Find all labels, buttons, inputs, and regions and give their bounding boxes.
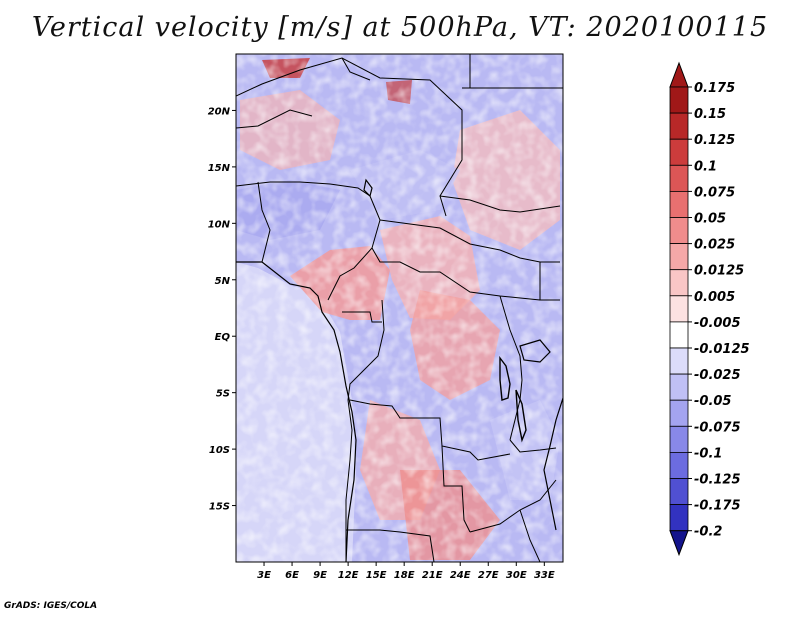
- lat-tick-label: 10S: [209, 445, 230, 456]
- colorbar-label: 0.125: [694, 133, 735, 148]
- colorbar-segment: [669, 269, 689, 297]
- colorbar-segment: [669, 86, 689, 114]
- colorbar-label: 0.0125: [694, 264, 744, 279]
- colorbar-segment: [669, 295, 689, 323]
- lon-tick-label: 21E: [422, 570, 443, 581]
- colorbar-label: 0.15: [694, 107, 726, 122]
- colorbar-segment: [669, 321, 689, 349]
- lon-tick-label: 6E: [285, 570, 299, 581]
- colorbar-label: -0.025: [694, 368, 741, 383]
- longitude-ticks: 3E 6E 9E 12E 15E 18E 21E 24E 27E 30E 33E: [257, 562, 555, 581]
- lon-tick-label: 9E: [313, 570, 327, 581]
- colorbar-label: 0.005: [694, 290, 735, 305]
- colorbar-label: -0.175: [694, 499, 741, 514]
- map-title: Vertical velocity [m/s] at 500hPa, VT: 2…: [31, 12, 769, 43]
- colorbar-segment: [669, 164, 689, 192]
- colorbar-segment: [669, 347, 689, 375]
- colorbar-segment: [669, 451, 689, 479]
- colorbar-segment: [669, 138, 689, 166]
- lat-tick-label: 10N: [208, 219, 231, 230]
- colorbar-segment: [669, 112, 689, 140]
- colorbar-label: -0.05: [694, 394, 731, 409]
- colorbar-top-arrow: [669, 61, 689, 88]
- colorbar-bottom-arrow: [669, 530, 689, 557]
- colorbar-segment: [669, 243, 689, 271]
- lon-tick-label: 3E: [257, 570, 271, 581]
- colorbar: 0.175 0.15 0.125 0.1 0.075 0.05 0.025 0.0125 0.0…: [669, 61, 750, 557]
- colorbar-label: 0.175: [694, 81, 735, 96]
- colorbar-segment: [669, 478, 689, 506]
- colorbar-segment: [669, 399, 689, 427]
- colorbar-label: -0.125: [694, 473, 741, 488]
- colorbar-segment: [669, 504, 689, 532]
- lat-tick-label: 5N: [215, 276, 231, 287]
- lon-tick-label: 15E: [366, 570, 387, 581]
- velocity-field: [236, 54, 563, 562]
- colorbar-label: 0.05: [694, 212, 726, 227]
- colorbar-label: -0.1: [694, 446, 722, 461]
- colorbar-segment: [669, 217, 689, 245]
- lon-tick-label: 30E: [506, 570, 527, 581]
- colorbar-segment: [669, 373, 689, 401]
- map-frame: [235, 53, 564, 563]
- colorbar-label: 0.1: [694, 159, 717, 174]
- latitude-ticks: 20N 15N 10N 5N EQ 5S 10S 15S: [208, 106, 236, 513]
- country-boundaries: [236, 54, 563, 562]
- lon-tick-label: 18E: [394, 570, 415, 581]
- grads-credit: GrADS: IGES/COLA: [4, 601, 98, 611]
- colorbar-segment: [669, 190, 689, 218]
- lat-tick-label: 5S: [216, 389, 230, 400]
- lat-tick-label: 20N: [208, 106, 231, 117]
- lon-tick-label: 24E: [450, 570, 471, 581]
- colorbar-label: 0.025: [694, 238, 735, 253]
- colorbar-segment: [669, 425, 689, 453]
- lat-tick-label: EQ: [215, 332, 231, 343]
- colorbar-label: -0.0125: [694, 342, 750, 357]
- colorbar-label: -0.075: [694, 420, 741, 435]
- lat-tick-label: 15S: [209, 502, 230, 513]
- colorbar-label: -0.2: [694, 525, 722, 540]
- lat-tick-label: 15N: [208, 163, 231, 174]
- lon-tick-label: 33E: [534, 570, 555, 581]
- colorbar-label: -0.005: [694, 316, 741, 331]
- lon-tick-label: 12E: [338, 570, 359, 581]
- colorbar-label: 0.075: [694, 185, 735, 200]
- lon-tick-label: 27E: [478, 570, 499, 581]
